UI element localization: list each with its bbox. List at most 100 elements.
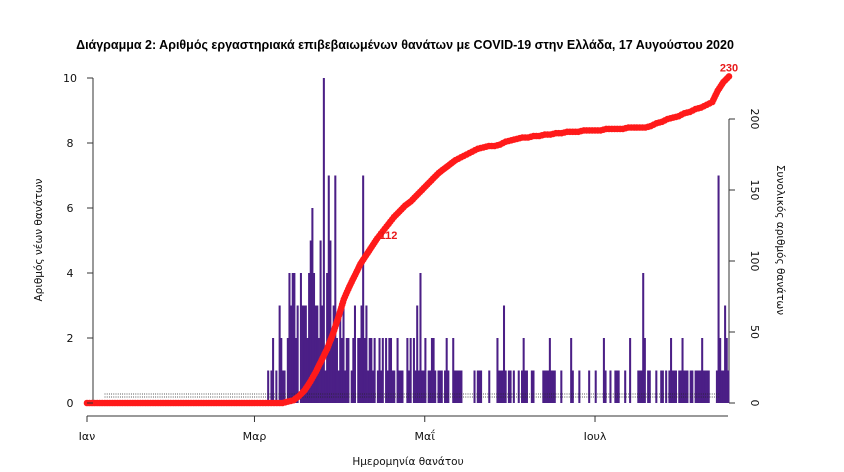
baseline-dot xyxy=(691,393,693,395)
baseline-dot xyxy=(192,396,194,398)
bar xyxy=(316,305,319,403)
baseline-dot xyxy=(333,396,335,398)
baseline-dot xyxy=(639,393,641,395)
bar xyxy=(335,338,338,403)
baseline-dot xyxy=(456,396,458,398)
baseline-dot xyxy=(128,393,130,395)
baseline-dot xyxy=(315,393,317,395)
baseline-dot xyxy=(207,396,209,398)
baseline-dot xyxy=(489,393,491,395)
baseline-dot xyxy=(381,396,383,398)
bar xyxy=(691,370,694,403)
baseline-dot xyxy=(551,393,553,395)
baseline-dot xyxy=(421,396,423,398)
baseline-dots xyxy=(104,393,720,398)
baseline-dot xyxy=(210,396,212,398)
baseline-dot xyxy=(485,393,487,395)
baseline-dot xyxy=(436,396,438,398)
bar xyxy=(524,370,527,403)
baseline-dot xyxy=(401,396,403,398)
baseline-dot xyxy=(621,396,623,398)
baseline-dot xyxy=(496,393,498,395)
baseline-dot xyxy=(190,396,192,398)
baseline-dot xyxy=(370,393,372,395)
bar xyxy=(376,370,379,403)
left-y-axis: 0 2 4 6 8 10 xyxy=(63,72,93,410)
baseline-dot xyxy=(271,396,273,398)
baseline-dot xyxy=(669,393,671,395)
baseline-dot xyxy=(146,393,148,395)
baseline-dot xyxy=(214,396,216,398)
bar xyxy=(306,338,309,403)
baseline-dot xyxy=(289,393,291,395)
baseline-dot xyxy=(243,396,245,398)
bar xyxy=(640,370,643,403)
baseline-dot xyxy=(229,393,231,395)
baseline-dot xyxy=(667,393,669,395)
baseline-dot xyxy=(276,393,278,395)
baseline-dot xyxy=(509,396,511,398)
bar xyxy=(430,338,433,403)
bar xyxy=(389,338,393,403)
baseline-dot xyxy=(377,393,379,395)
bar xyxy=(304,305,307,403)
bar xyxy=(571,370,574,403)
baseline-dot xyxy=(179,396,181,398)
baseline-dot xyxy=(359,396,361,398)
bar xyxy=(661,370,664,403)
baseline-dot xyxy=(111,393,113,395)
baseline-dot xyxy=(680,396,682,398)
baseline-dot xyxy=(636,393,638,395)
baseline-dot xyxy=(579,393,581,395)
baseline-dot xyxy=(694,393,696,395)
baseline-dot xyxy=(212,396,214,398)
baseline-dot xyxy=(236,393,238,395)
baseline-dot xyxy=(170,393,172,395)
x-axis-label: Ημερομηνία θανάτου xyxy=(352,456,463,468)
baseline-dot xyxy=(570,396,572,398)
baseline-dot xyxy=(262,393,264,395)
baseline-dot xyxy=(522,396,524,398)
baseline-dot xyxy=(533,393,535,395)
baseline-dot xyxy=(265,393,267,395)
baseline-dot xyxy=(326,396,328,398)
baseline-dot xyxy=(445,396,447,398)
baseline-dot xyxy=(458,393,460,395)
baseline-dot xyxy=(546,393,548,395)
baseline-dot xyxy=(603,393,605,395)
bar xyxy=(684,370,687,403)
baseline-dot xyxy=(555,396,557,398)
baseline-dot xyxy=(711,396,713,398)
baseline-dot xyxy=(672,393,674,395)
baseline-dot xyxy=(306,393,308,395)
baseline-dot xyxy=(665,396,667,398)
baseline-dot xyxy=(557,396,559,398)
bar xyxy=(350,370,353,403)
baseline-dot xyxy=(227,393,229,395)
bar xyxy=(393,370,396,403)
bar xyxy=(275,370,278,403)
cumulative-line xyxy=(83,73,733,407)
baseline-dot xyxy=(652,396,654,398)
baseline-dot xyxy=(617,393,619,395)
baseline-dot xyxy=(661,396,663,398)
bar xyxy=(327,175,330,403)
bar xyxy=(278,305,281,403)
baseline-dot xyxy=(225,396,227,398)
baseline-dot xyxy=(507,393,509,395)
baseline-dot xyxy=(144,396,146,398)
bar xyxy=(373,338,376,403)
bar xyxy=(458,370,461,403)
baseline-dot xyxy=(320,393,322,395)
baseline-dot xyxy=(443,396,445,398)
baseline-dot xyxy=(524,393,526,395)
baseline-dot xyxy=(438,396,440,398)
baseline-dot xyxy=(641,393,643,395)
baseline-dot xyxy=(386,396,388,398)
baseline-dot xyxy=(357,393,359,395)
baseline-dot xyxy=(152,396,154,398)
baseline-dot xyxy=(716,393,718,395)
baseline-dot xyxy=(485,396,487,398)
bar xyxy=(391,370,394,403)
x-tick-label: Ιουλ xyxy=(584,430,607,443)
